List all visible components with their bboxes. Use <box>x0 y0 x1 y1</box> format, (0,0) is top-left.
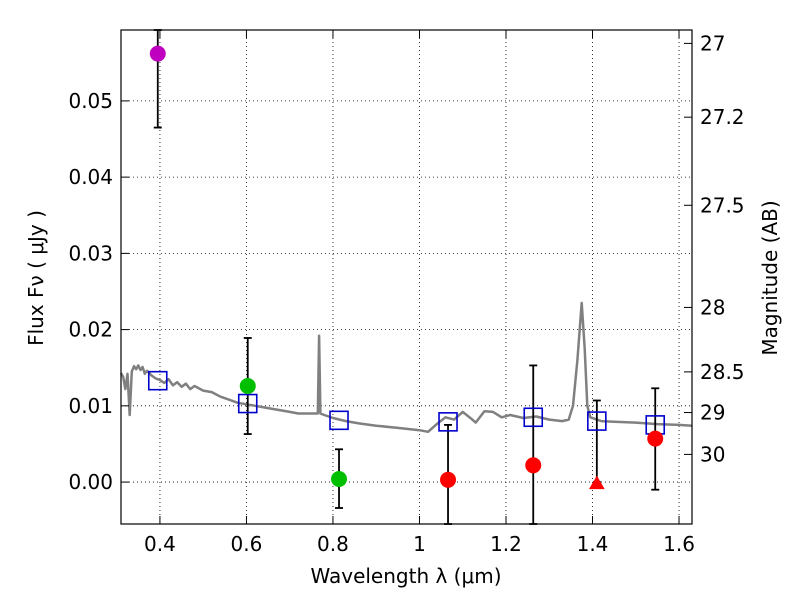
y-tick-label: 0.02 <box>68 318 113 342</box>
model-square <box>438 412 458 432</box>
template-spectrum <box>119 301 693 434</box>
plot-frame <box>120 29 693 525</box>
x-axis-ticks: 0.4 0.6 0.8 1 1.2 1.4 1.6 <box>144 30 695 556</box>
model-photometry-squares <box>147 370 666 435</box>
y-tick-label: 0.00 <box>68 470 113 494</box>
right-tick-label: 27 <box>700 31 725 55</box>
grid-lines <box>121 30 692 524</box>
model-square <box>587 411 607 431</box>
y-axis-ticks: 0.00 0.01 0.02 0.03 0.04 0.05 <box>68 89 129 494</box>
y-axis-label-right: Magnitude (AB) <box>758 200 782 355</box>
x-tick-label: 1.4 <box>577 532 609 556</box>
observed-point <box>331 471 348 488</box>
model-square <box>523 407 544 428</box>
right-tick-label: 28 <box>700 295 725 319</box>
model-square <box>147 370 168 391</box>
upper-limit-triangle <box>588 475 605 490</box>
y-tick-label: 0.04 <box>68 165 113 189</box>
observed-point <box>239 378 256 395</box>
x-tick-label: 0.4 <box>144 532 176 556</box>
error-bars <box>153 29 660 525</box>
model-square <box>329 410 349 431</box>
x-tick-label: 1 <box>413 532 426 556</box>
x-tick-label: 1.2 <box>490 532 522 556</box>
observed-photometry-points <box>149 45 664 490</box>
observed-point <box>149 45 166 62</box>
y-tick-label: 0.03 <box>68 241 113 265</box>
y-tick-label: 0.01 <box>68 394 113 418</box>
x-axis-label: Wavelength λ (μm) <box>310 564 501 588</box>
y-tick-label: 0.05 <box>68 89 113 113</box>
y-axis-label-left: Flux Fν ( μJy ) <box>24 210 48 346</box>
observed-point <box>647 430 664 447</box>
right-tick-label: 30 <box>700 442 725 466</box>
right-axis-ticks: 27 27.2 27.5 28 28.5 29 30 <box>684 31 745 466</box>
right-tick-label: 27.2 <box>700 105 745 129</box>
model-square <box>237 393 258 414</box>
observed-point <box>525 457 542 474</box>
right-tick-label: 27.5 <box>700 193 745 217</box>
x-tick-label: 0.8 <box>317 532 349 556</box>
template-spectrum-line <box>119 301 693 434</box>
right-tick-label: 28.5 <box>700 360 745 384</box>
x-tick-label: 1.6 <box>663 532 695 556</box>
x-tick-label: 0.6 <box>231 532 263 556</box>
right-tick-label: 29 <box>700 401 725 425</box>
observed-point <box>440 471 457 488</box>
